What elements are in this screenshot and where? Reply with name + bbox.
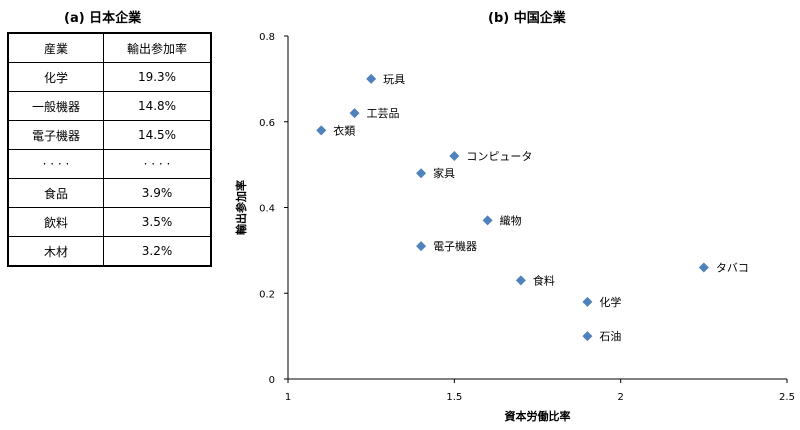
x-axis-label: 資本労働比率 <box>505 409 571 423</box>
industry-cell: 電子機器 <box>7 120 104 150</box>
data-point-label: 織物 <box>500 213 522 227</box>
industry-cell: · · · · <box>7 149 104 179</box>
table-row: 電子機器 14.5% <box>7 120 212 150</box>
chart-axes: 0 0.2 0.4 0.6 0.8 1 1.5 2 2.5 <box>259 32 795 403</box>
x-tick-label: 1 <box>285 392 291 403</box>
panel-b-title: (b) 中国企業 <box>488 11 566 26</box>
x-tick-label: 1.5 <box>446 392 462 403</box>
data-point-marker <box>698 262 709 273</box>
table-header-row: 産業 輸出参加率 <box>7 32 212 63</box>
china-scatter-chart: 0 0.2 0.4 0.6 0.8 1 1.5 2 2.5 玩具工芸品衣類コンピュータ家具織物電… <box>234 32 795 423</box>
data-point-label: 食料 <box>533 273 555 287</box>
data-point-marker <box>416 241 427 252</box>
export-rate-cell: 14.8% <box>103 91 212 121</box>
data-point-label: タバコ <box>716 262 749 275</box>
industry-cell: 一般機器 <box>7 91 104 121</box>
y-tick-label: 0.4 <box>259 204 275 215</box>
export-rate-cell: 3.2% <box>103 236 212 267</box>
data-point-marker <box>582 331 593 342</box>
export-rate-cell: · · · · <box>103 149 212 179</box>
industry-cell: 食品 <box>7 178 104 208</box>
y-tick-label: 0.2 <box>259 289 275 300</box>
data-point-label: 石油 <box>599 329 621 343</box>
y-tick-label: 0 <box>269 375 275 386</box>
data-point-marker <box>515 275 526 286</box>
data-point-label: 玩具 <box>383 73 405 86</box>
x-tick-label: 2.5 <box>779 392 795 403</box>
export-rate-cell: 3.5% <box>103 207 212 237</box>
y-axis-label: 輸出参加率 <box>234 180 248 235</box>
data-point-label: 家具 <box>433 166 455 180</box>
panel-a-title: (a) 日本企業 <box>64 11 142 26</box>
japan-export-table: 産業 輸出参加率 化学 19.3% 一般機器 14.8% 電子機器 14.5% … <box>7 32 212 267</box>
y-tick-label: 0.8 <box>259 32 275 43</box>
export-rate-cell: 14.5% <box>103 120 212 150</box>
data-point-label: 電子機器 <box>433 239 477 253</box>
table-row: 一般機器 14.8% <box>7 91 212 121</box>
table-row: 食品 3.9% <box>7 178 212 208</box>
data-point-marker <box>582 296 593 307</box>
export-rate-cell: 3.9% <box>103 178 212 208</box>
data-point-label: 工芸品 <box>367 107 400 120</box>
industry-cell: 木材 <box>7 236 104 267</box>
data-point-label: コンピュータ <box>466 150 532 163</box>
y-tick-label: 0.6 <box>259 118 275 129</box>
table-row: · · · · · · · · <box>7 149 212 179</box>
data-point-marker <box>416 168 427 179</box>
export-rate-cell: 19.3% <box>103 62 212 92</box>
table-row: 化学 19.3% <box>7 62 212 92</box>
table-row: 飲料 3.5% <box>7 207 212 237</box>
data-point-marker <box>449 151 460 162</box>
column-header-export-rate: 輸出参加率 <box>103 32 212 63</box>
data-point-marker <box>366 73 377 84</box>
column-header-industry: 産業 <box>7 32 104 63</box>
x-tick-label: 2 <box>617 392 623 403</box>
industry-cell: 化学 <box>7 62 104 92</box>
table-row: 木材 3.2% <box>7 236 212 267</box>
data-point-marker <box>482 215 493 226</box>
data-point-marker <box>316 125 327 136</box>
industry-cell: 飲料 <box>7 207 104 237</box>
data-point-label: 化学 <box>599 295 621 309</box>
data-point-label: 衣類 <box>333 123 355 137</box>
data-point-marker <box>349 108 360 119</box>
